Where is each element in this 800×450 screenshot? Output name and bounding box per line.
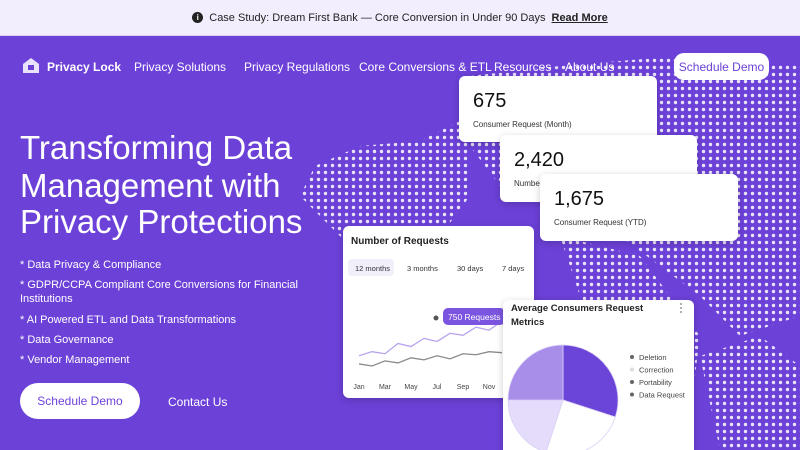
x-tick-label: Jul <box>433 384 442 391</box>
range-tab[interactable]: 3 months <box>407 264 438 273</box>
x-tick-label: Sep <box>457 384 470 391</box>
nav-link[interactable]: Resources <box>494 60 552 74</box>
feature-bullet: * Vendor Management <box>20 354 130 366</box>
legend-label: Correction <box>639 366 674 375</box>
hero-title-line: Transforming Data <box>20 129 293 166</box>
range-tab[interactable]: 7 days <box>502 264 524 273</box>
metrics-card: Average Consumers Request Metrics Deleti… <box>503 300 694 450</box>
brand-name[interactable]: Privacy Lock <box>47 60 122 74</box>
stat-label: Consumer Request (YTD) <box>554 218 647 227</box>
x-tick-label: Mar <box>379 384 392 391</box>
stat-card: 1,675 Consumer Request (YTD) <box>540 174 738 241</box>
tooltip-text: 750 Requests <box>448 312 500 322</box>
stat-value: 2,420 <box>514 149 565 171</box>
legend-swatch <box>630 355 634 359</box>
legend-swatch <box>630 392 634 397</box>
feature-bullet: * GDPR/CCPA Compliant Core Conversions f… <box>20 279 298 305</box>
info-icon: i <box>192 12 204 23</box>
requests-card: Number of Requests 12 months 3 months 30 d… <box>343 226 534 398</box>
range-tab-selected <box>348 259 394 276</box>
chart-title: Average Consumers Request Metrics <box>511 303 644 328</box>
legend-swatch <box>630 380 634 384</box>
stat-value: 1,675 <box>554 188 605 210</box>
banner-text: Case Study: Dream First Bank — Core Conv… <box>209 11 546 24</box>
range-tab[interactable]: 30 days <box>457 264 484 273</box>
x-tick-label: Jan <box>353 384 364 391</box>
series-line <box>358 351 503 367</box>
legend-label: Data Request <box>639 391 686 400</box>
contact-link[interactable]: Contact Us <box>168 395 228 409</box>
read-more-link[interactable]: Read More <box>551 11 608 24</box>
logo-icon <box>23 58 39 73</box>
hero-title-line: Management with <box>20 167 281 204</box>
x-tick-label: May <box>404 384 418 391</box>
pie-slice <box>507 399 564 450</box>
nav-link[interactable]: Privacy Solutions <box>134 60 227 74</box>
nav-cta-button[interactable]: Schedule Demo <box>674 53 769 80</box>
nav-link[interactable]: Core Conversions & ETL <box>359 60 492 74</box>
more-menu[interactable] <box>680 303 682 313</box>
requests-chart: Number of Requests 12 months 3 months 30 d… <box>348 236 524 391</box>
metrics-chart: Average Consumers Request Metrics Deleti… <box>507 303 686 450</box>
announcement-banner: i Case Study: Dream First Bank — Core Co… <box>0 0 800 36</box>
stat-label: Consumer Request (Month) <box>473 120 572 129</box>
pie-slice <box>546 399 616 450</box>
tooltip-bg <box>443 308 505 325</box>
x-tick-label: Nov <box>483 384 496 391</box>
hero-cta-button[interactable]: Schedule Demo <box>20 383 140 419</box>
range-tab[interactable]: 12 months <box>355 264 390 273</box>
stat-card: 675 Consumer Request (Month) <box>459 76 657 142</box>
feature-bullet: * Data Governance <box>20 334 114 346</box>
tooltip-dot <box>433 315 439 321</box>
legend-label: Deletion <box>639 353 667 362</box>
stat-value: 675 <box>473 90 507 112</box>
pie-slice <box>507 344 564 401</box>
nav-link[interactable]: About Us <box>565 60 615 74</box>
nav-link[interactable]: Privacy Regulations <box>244 60 351 74</box>
series-line <box>358 320 503 357</box>
feature-bullet: * Data Privacy & Compliance <box>20 259 162 271</box>
pie-slice <box>562 344 619 418</box>
hero-title-line: Privacy Protections <box>20 203 303 240</box>
chart-title: Number of Requests <box>351 236 449 247</box>
feature-bullet: * AI Powered ETL and Data Transformation… <box>20 314 237 326</box>
legend-swatch <box>630 367 634 372</box>
legend-label: Portability <box>639 378 672 387</box>
